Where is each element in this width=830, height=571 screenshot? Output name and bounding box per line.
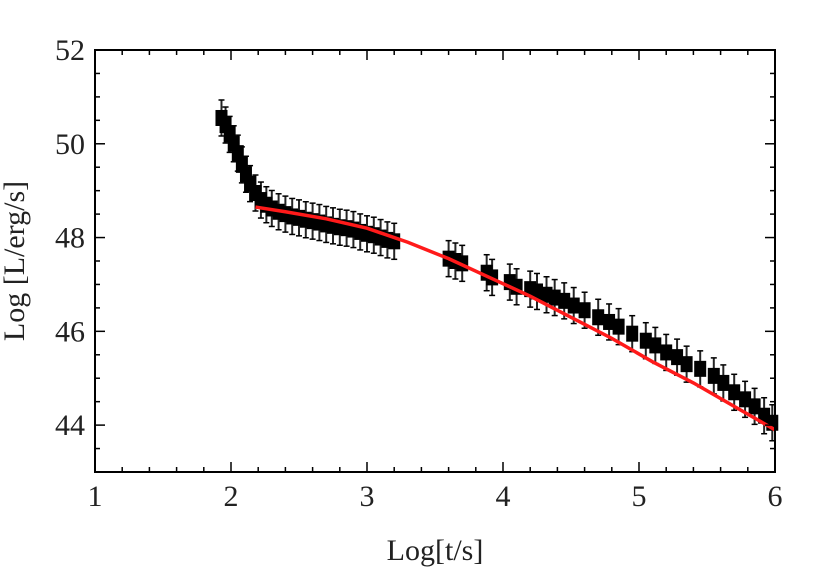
y-tick-label: 52 bbox=[55, 34, 85, 67]
data-point bbox=[680, 345, 693, 383]
point-marker bbox=[612, 318, 625, 335]
point-marker bbox=[739, 391, 752, 408]
marks-layer bbox=[215, 99, 779, 442]
y-axis-label: Log [L/erg/s] bbox=[0, 181, 31, 341]
point-marker bbox=[707, 367, 720, 384]
data-point bbox=[717, 364, 730, 402]
point-marker bbox=[671, 349, 684, 366]
x-tick-label: 2 bbox=[224, 480, 239, 513]
data-point bbox=[531, 272, 543, 311]
point-marker bbox=[592, 309, 605, 326]
x-tick-label: 6 bbox=[768, 480, 783, 513]
point-marker bbox=[548, 289, 561, 306]
data-point bbox=[671, 338, 684, 376]
point-marker bbox=[578, 302, 591, 319]
data-point bbox=[510, 268, 523, 306]
point-marker bbox=[626, 325, 639, 342]
x-tick-label: 4 bbox=[496, 480, 511, 513]
ticks-layer: 1 2 3 4 5 6 44 46 48 50 52 bbox=[55, 34, 783, 513]
y-tick-label: 50 bbox=[55, 128, 85, 161]
data-point bbox=[639, 321, 652, 360]
x-tick-label: 3 bbox=[360, 480, 375, 513]
data-point bbox=[388, 222, 401, 261]
x-tick-label: 1 bbox=[88, 480, 103, 513]
point-marker bbox=[748, 398, 761, 415]
plot-frame bbox=[94, 49, 776, 473]
point-marker bbox=[558, 292, 571, 309]
x-tick-label: 5 bbox=[632, 480, 647, 513]
data-point bbox=[694, 350, 707, 388]
point-marker bbox=[728, 384, 741, 401]
point-marker bbox=[660, 344, 673, 361]
point-marker bbox=[603, 313, 616, 330]
point-marker bbox=[680, 356, 693, 373]
point-marker bbox=[717, 374, 730, 391]
data-point bbox=[578, 291, 591, 329]
y-tick-label: 46 bbox=[55, 315, 85, 348]
data-point bbox=[728, 373, 741, 412]
y-tick-label: 44 bbox=[55, 409, 85, 442]
point-marker bbox=[639, 332, 652, 349]
point-marker bbox=[244, 175, 257, 192]
fit-line bbox=[255, 205, 776, 432]
point-marker bbox=[567, 297, 580, 314]
point-marker bbox=[510, 278, 523, 295]
y-tick-label: 48 bbox=[55, 222, 85, 255]
x-axis-label: Log[t/s] bbox=[387, 534, 484, 567]
point-marker bbox=[531, 283, 543, 300]
data-point bbox=[603, 303, 616, 341]
data-point bbox=[592, 298, 605, 337]
point-marker bbox=[649, 337, 662, 354]
point-marker bbox=[694, 360, 707, 377]
data-point bbox=[660, 333, 673, 372]
